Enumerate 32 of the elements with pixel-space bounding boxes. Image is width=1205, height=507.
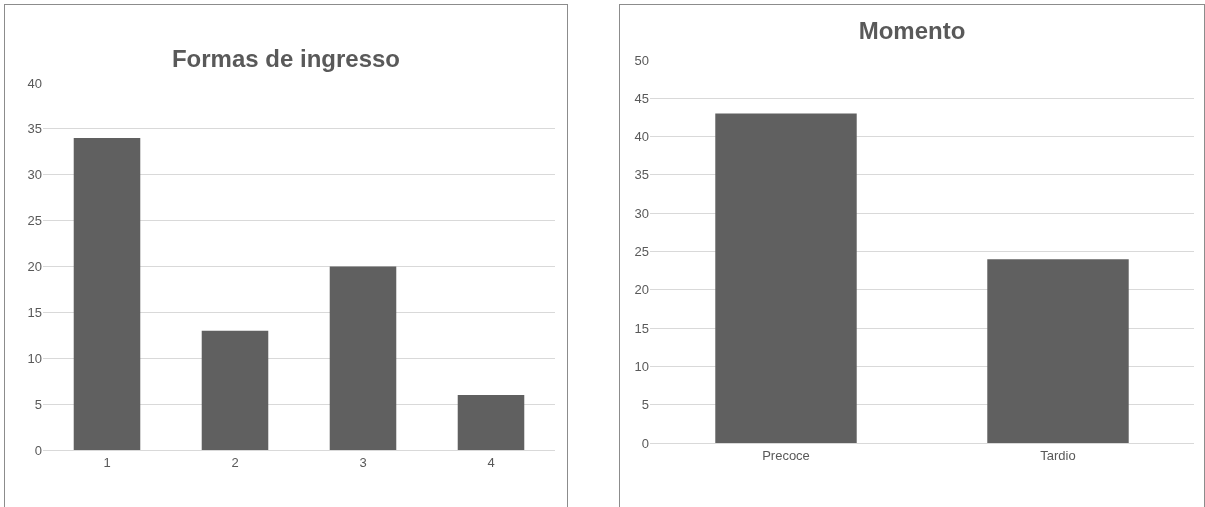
y-tick-label: 10 [27, 350, 42, 366]
bar [201, 330, 269, 450]
y-tick-label: 20 [634, 282, 649, 298]
y-tick-label: 5 [641, 397, 649, 413]
y-tick-label: 25 [634, 244, 649, 260]
y-tick-label: 40 [27, 75, 42, 91]
y-tick-label: 35 [27, 121, 42, 137]
y-tick-label: 50 [634, 52, 649, 68]
y-tick-label: 30 [634, 205, 649, 221]
chart-title: Formas de ingresso [171, 44, 401, 72]
x-tick-label: 3 [359, 454, 367, 470]
y-tick-label: 5 [34, 396, 42, 412]
bar [457, 394, 525, 450]
x-tick-label: Precoce [762, 447, 810, 463]
x-tick-label: 2 [231, 454, 239, 470]
y-tick-label: 35 [634, 167, 649, 183]
x-tick-label: 4 [487, 454, 495, 470]
y-tick-label: 10 [634, 358, 649, 374]
y-tick-label: 40 [634, 129, 649, 145]
bar [73, 138, 141, 450]
y-tick-label: 15 [634, 320, 649, 336]
x-tick-label: 1 [103, 454, 111, 470]
y-tick-label: 25 [27, 213, 42, 229]
chart-title: Momento [858, 17, 966, 45]
x-tick-label: Tardio [1040, 447, 1076, 463]
y-tick-label: 0 [34, 442, 42, 458]
y-tick-label: 15 [27, 304, 42, 320]
y-tick-label: 45 [634, 90, 649, 106]
bar [329, 266, 397, 450]
y-tick-label: 30 [27, 167, 42, 183]
y-tick-label: 0 [641, 435, 649, 451]
y-tick-label: 20 [27, 259, 42, 275]
